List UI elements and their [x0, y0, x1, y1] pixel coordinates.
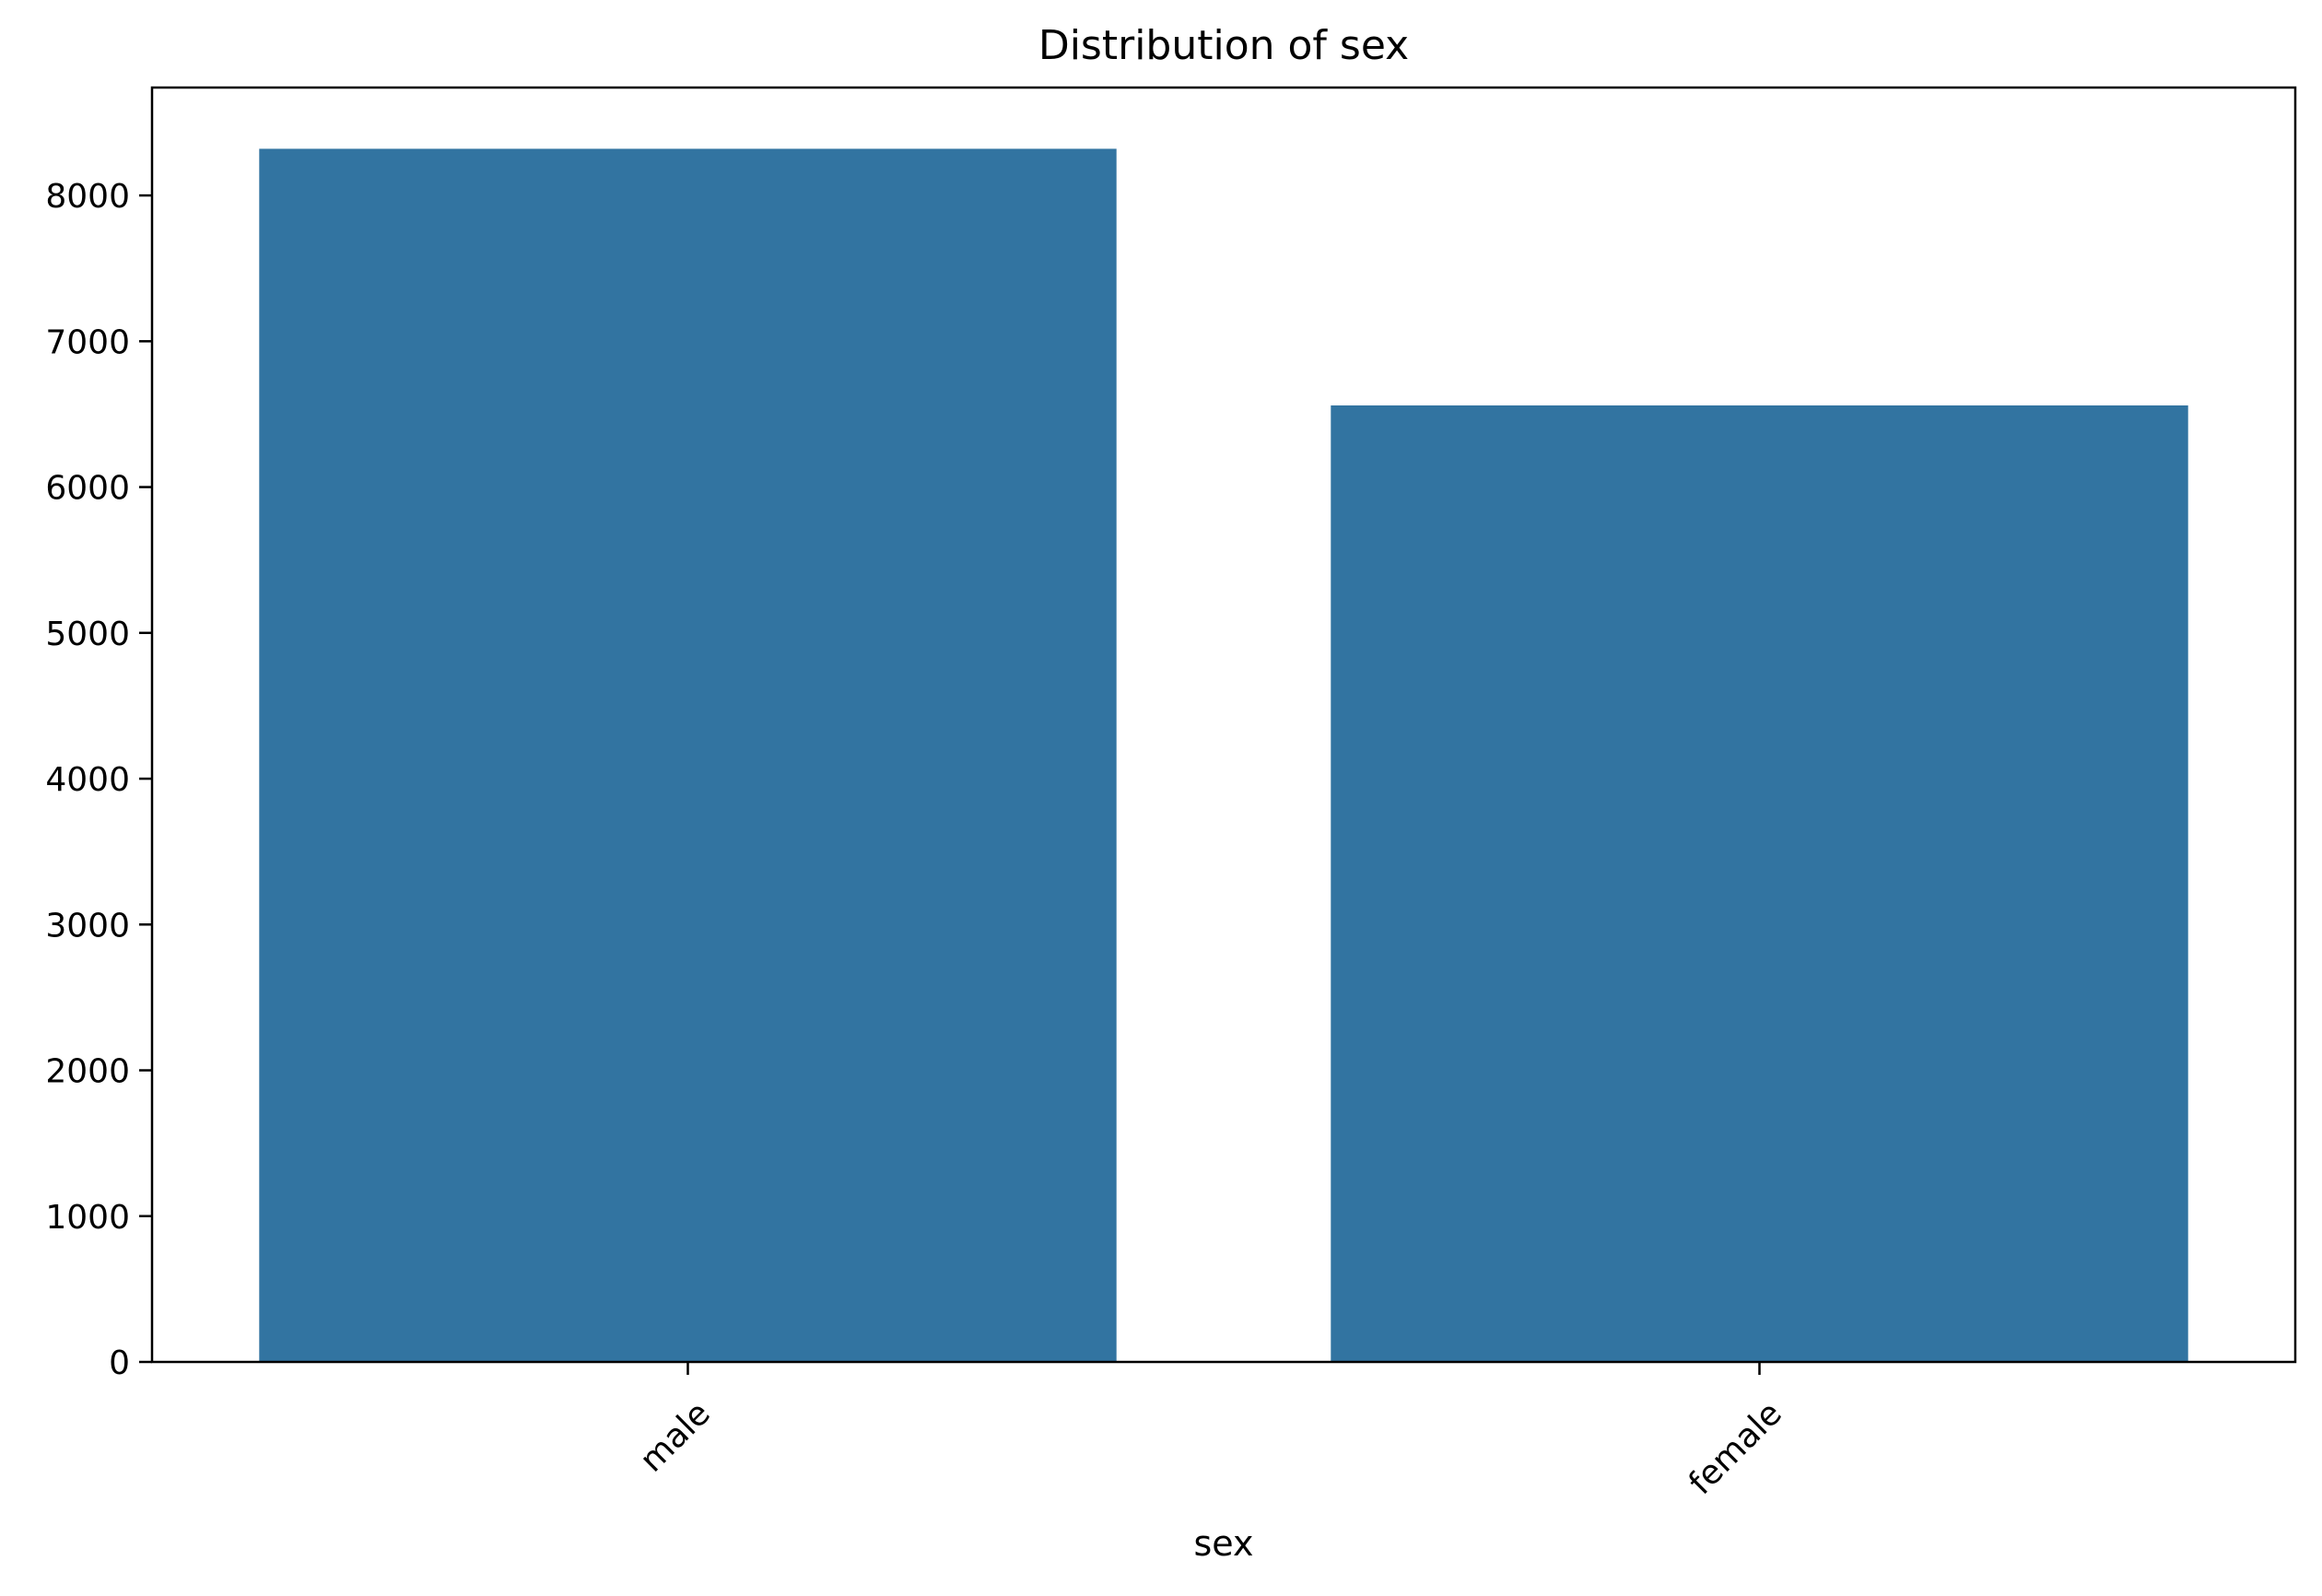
chart-title: Distribution of sex: [1038, 22, 1409, 69]
x-axis-label: sex: [1194, 1523, 1254, 1564]
y-tick-label: 7000: [45, 323, 130, 361]
y-tick-label: 1000: [45, 1199, 130, 1237]
y-tick-label: 4000: [45, 761, 130, 799]
y-tick-label: 8000: [45, 178, 130, 216]
y-tick-label: 5000: [45, 616, 130, 653]
y-tick-label: 6000: [45, 470, 130, 508]
y-tick-label: 0: [109, 1344, 130, 1382]
y-tick-label: 3000: [45, 907, 130, 945]
bar-male: [259, 148, 1117, 1362]
plot-frame: [150, 86, 2297, 1364]
bar-female: [1331, 405, 2188, 1363]
y-tick-label: 2000: [45, 1053, 130, 1091]
y-axis: 0 1000 2000 3000 4000 5000 6000 7000 8000: [45, 178, 152, 1382]
bars-group: [259, 148, 2188, 1363]
